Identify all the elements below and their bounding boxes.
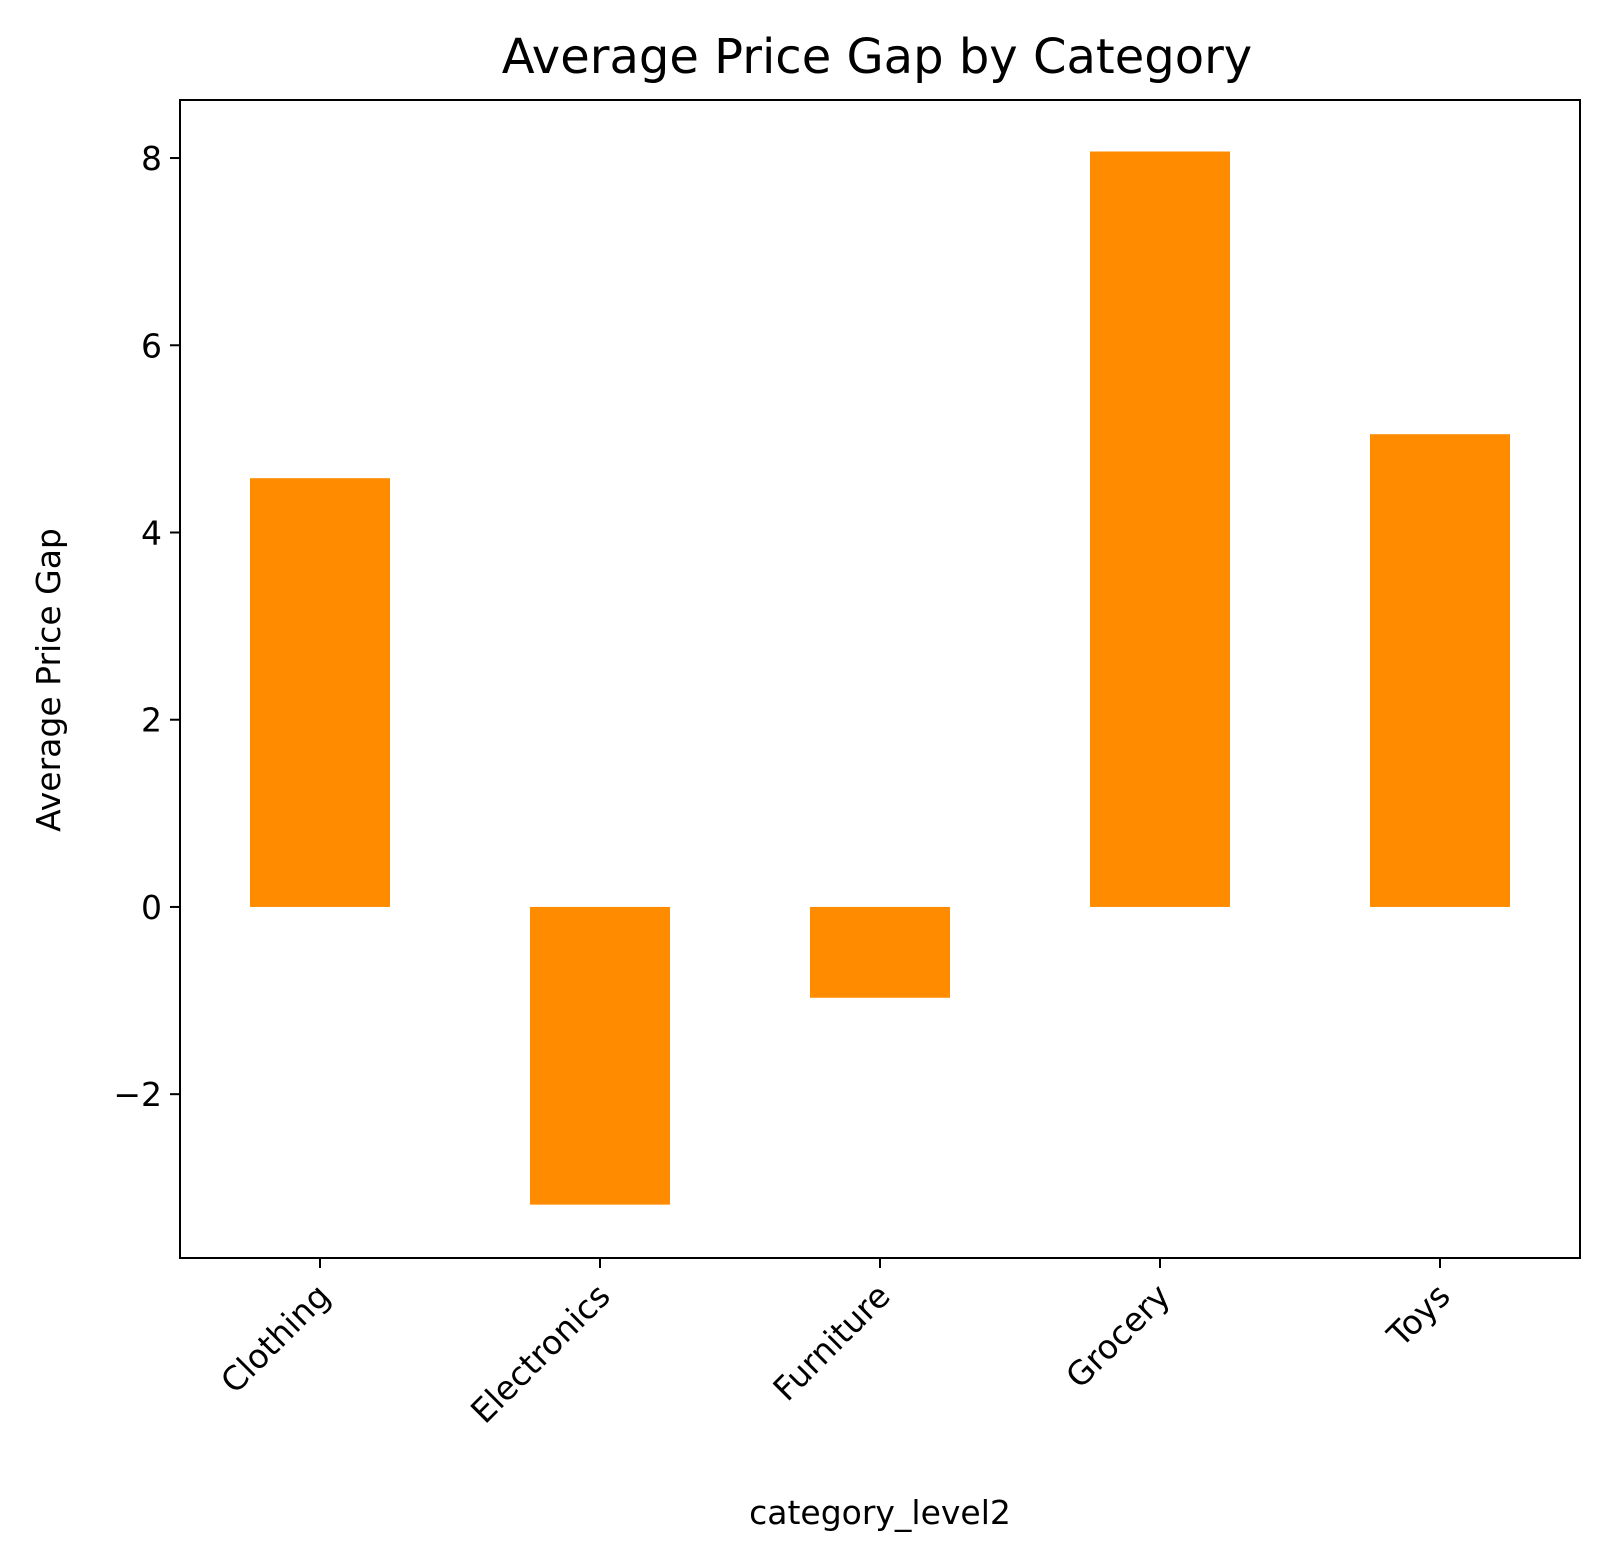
bar-clothing xyxy=(250,478,390,907)
y-tick-label: 0 xyxy=(141,888,162,927)
y-axis-label: Average Price Gap xyxy=(29,528,68,832)
bar-grocery xyxy=(1090,151,1230,907)
chart-title: Average Price Gap by Category xyxy=(502,29,1252,85)
bars-group xyxy=(250,151,1510,1205)
x-tick-label-furniture: Furniture xyxy=(765,1276,897,1408)
y-axis-ticks: −2 0 2 4 6 8 xyxy=(113,139,180,1114)
x-axis-label: category_level2 xyxy=(749,1493,1011,1532)
y-tick-label: −2 xyxy=(113,1075,162,1114)
y-tick-label: 4 xyxy=(141,513,162,552)
x-tick-label-grocery: Grocery xyxy=(1058,1276,1178,1396)
bar-furniture xyxy=(810,906,950,998)
plot-frame xyxy=(179,99,1581,1259)
x-tick-label-clothing: Clothing xyxy=(213,1276,338,1401)
x-tick-label-toys: Toys xyxy=(1379,1276,1458,1355)
y-tick-label: 6 xyxy=(141,326,162,365)
x-tick-label-electronics: Electronics xyxy=(463,1276,618,1431)
bar-electronics xyxy=(530,906,670,1205)
x-axis-ticks: Clothing Electronics Furniture Grocery Toys xyxy=(213,1258,1458,1431)
bar-toys xyxy=(1370,434,1510,907)
y-tick-label: 8 xyxy=(141,139,162,178)
y-tick-label: 2 xyxy=(141,701,162,740)
